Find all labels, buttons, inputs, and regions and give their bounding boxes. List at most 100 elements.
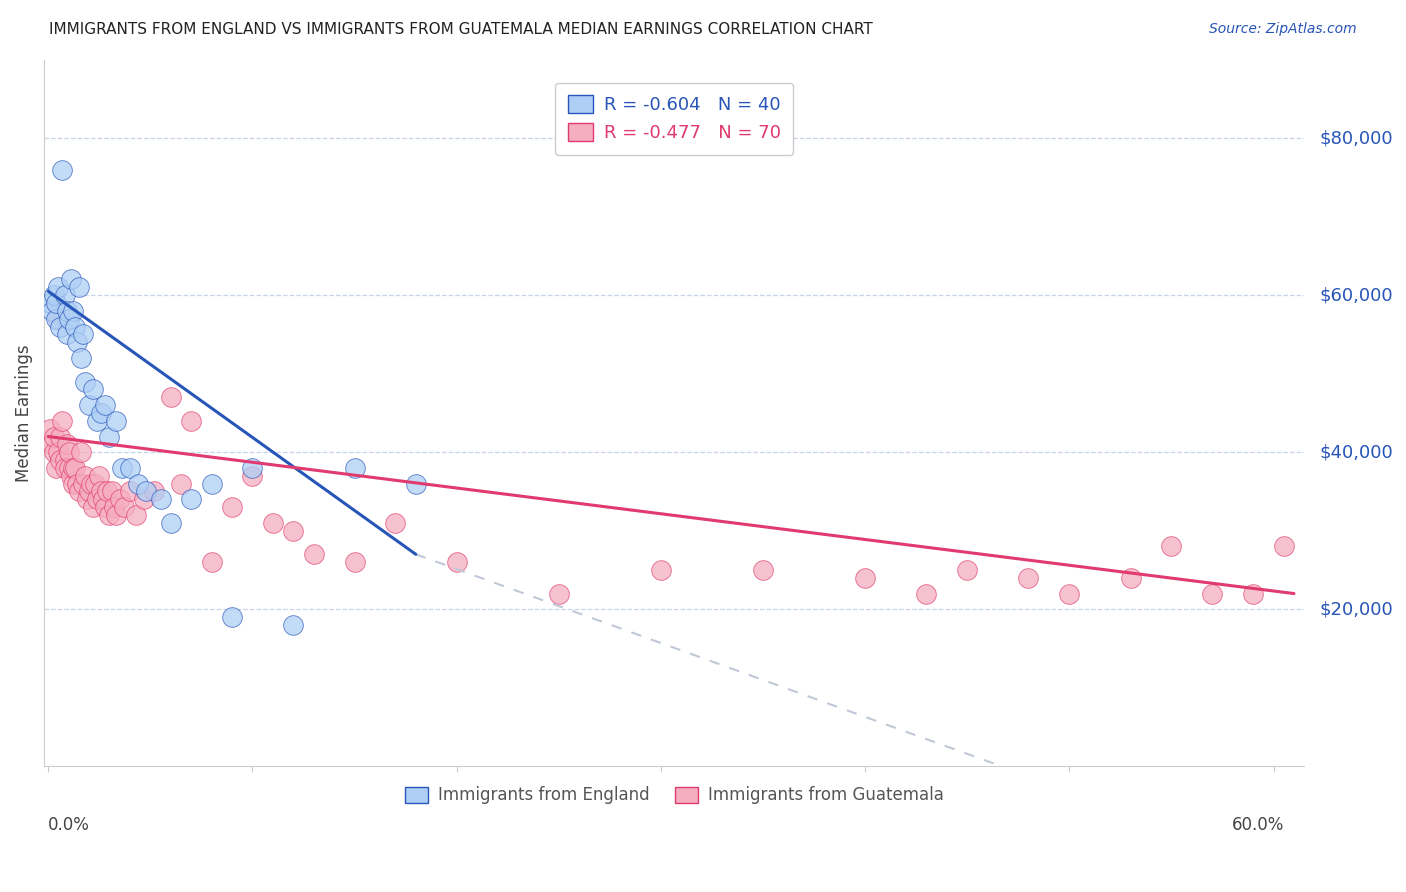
Point (63, 319, 86, 334)
Point (127, 476, 149, 491)
Point (86, 492, 108, 507)
Point (446, 555, 468, 569)
Point (302, 547, 325, 561)
Point (242, 468, 264, 483)
Point (103, 500, 125, 515)
Point (200, 476, 222, 491)
Point (111, 461, 134, 475)
Point (149, 492, 172, 507)
Point (86, 414, 108, 428)
Point (55, 327, 77, 342)
Point (200, 555, 222, 569)
Point (90, 484, 112, 499)
Point (1017, 571, 1039, 585)
Point (58, 461, 80, 475)
Point (94, 398, 117, 412)
Point (55, 437, 77, 451)
Point (104, 414, 127, 428)
Point (82, 500, 104, 515)
Point (159, 390, 181, 404)
Point (90, 406, 112, 420)
Point (59, 468, 82, 483)
Point (44, 288, 66, 302)
Point (221, 610, 243, 624)
Text: 0.0%: 0.0% (48, 816, 90, 834)
Point (67, 280, 90, 294)
Point (283, 618, 305, 632)
Point (118, 484, 141, 499)
Point (125, 508, 148, 522)
Point (76, 492, 98, 507)
Point (66, 335, 89, 350)
Point (39, 296, 62, 310)
Text: $60,000: $60,000 (1319, 286, 1393, 304)
Point (1059, 586, 1081, 600)
Text: Source: ZipAtlas.com: Source: ZipAtlas.com (1209, 22, 1357, 37)
Point (242, 461, 264, 475)
Text: 60.0%: 60.0% (1232, 816, 1284, 834)
Point (98, 429, 121, 443)
Point (1272, 540, 1295, 554)
Point (58, 445, 80, 459)
Point (135, 484, 157, 499)
Point (221, 500, 243, 515)
Point (84, 476, 107, 491)
Point (956, 563, 979, 577)
Point (72, 476, 94, 491)
Text: $20,000: $20,000 (1319, 600, 1393, 618)
Point (44, 445, 66, 459)
Point (59, 272, 82, 286)
Point (1241, 586, 1264, 600)
Point (108, 492, 131, 507)
Point (159, 516, 181, 530)
Point (73, 375, 96, 389)
Point (650, 563, 672, 577)
Point (1119, 571, 1142, 585)
Text: $40,000: $40,000 (1319, 443, 1393, 461)
Legend: Immigrants from England, Immigrants from Guatemala: Immigrants from England, Immigrants from… (398, 780, 950, 811)
Point (70, 445, 93, 459)
Point (98, 508, 121, 522)
Point (77, 484, 100, 499)
Point (62, 461, 84, 475)
Point (915, 586, 938, 600)
Point (45, 296, 67, 310)
Point (63, 461, 86, 475)
Point (89, 468, 111, 483)
Point (66, 476, 89, 491)
Point (143, 484, 166, 499)
Point (94, 500, 117, 515)
Point (77, 398, 100, 412)
Point (72, 327, 94, 342)
Point (49, 429, 72, 443)
Point (67, 484, 90, 499)
Point (262, 516, 284, 530)
Point (1160, 540, 1182, 554)
Point (39, 422, 62, 436)
Point (180, 492, 202, 507)
Point (48, 311, 70, 326)
Point (62, 304, 84, 318)
Point (41, 437, 63, 451)
Point (96, 484, 118, 499)
Point (100, 484, 122, 499)
Point (134, 492, 156, 507)
Point (55, 304, 77, 318)
Point (51, 162, 73, 177)
Point (45, 311, 67, 326)
Point (104, 508, 127, 522)
Point (853, 571, 876, 585)
Point (384, 516, 406, 530)
Point (73, 468, 96, 483)
Point (112, 500, 135, 515)
Point (53, 453, 76, 467)
Point (405, 476, 427, 491)
Point (752, 563, 775, 577)
Point (51, 414, 73, 428)
Point (118, 461, 141, 475)
Text: IMMIGRANTS FROM ENGLAND VS IMMIGRANTS FROM GUATEMALA MEDIAN EARNINGS CORRELATION: IMMIGRANTS FROM ENGLAND VS IMMIGRANTS FR… (49, 22, 873, 37)
Point (49, 319, 72, 334)
Text: $80,000: $80,000 (1319, 129, 1393, 147)
Point (62, 476, 84, 491)
Point (70, 351, 93, 365)
